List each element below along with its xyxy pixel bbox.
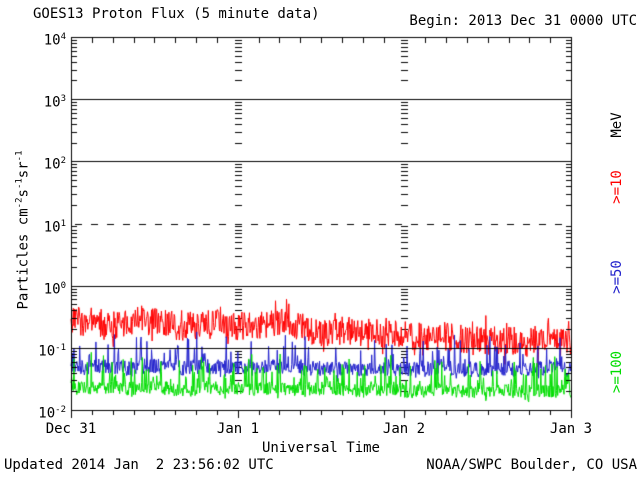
source-attribution-label: NOAA/SWPC Boulder, CO USA xyxy=(426,457,637,473)
y-tick-1e2: 102 xyxy=(16,152,66,174)
legend-gte50-label: >=50 xyxy=(609,260,625,294)
legend-gte100-label: >=100 xyxy=(609,350,625,394)
x-tick-dec31: Dec 31 xyxy=(45,421,97,437)
y-axis-title: Particles cm-2s-1sr-1 xyxy=(15,151,32,310)
y-tick-1e4: 104 xyxy=(16,28,66,50)
y-tick-base: 10 xyxy=(38,405,56,422)
begin-timestamp-label: Begin: 2013 Dec 31 0000 UTC xyxy=(409,13,637,29)
x-tick-jan1: Jan 1 xyxy=(216,421,260,437)
y-axis-title-sup: -1 xyxy=(14,178,25,190)
y-tick-1e0: 100 xyxy=(16,277,66,299)
y-tick-1e-2: 10-2 xyxy=(16,401,66,423)
y-tick-exp: -1 xyxy=(55,343,66,353)
y-tick-base: 10 xyxy=(43,219,61,236)
chart-title: GOES13 Proton Flux (5 minute data) xyxy=(33,6,320,22)
y-tick-exp: 3 xyxy=(60,94,66,104)
y-tick-base: 10 xyxy=(43,32,61,49)
y-tick-1e-1: 10-1 xyxy=(16,339,66,361)
y-axis-title-text: Particles cm xyxy=(15,208,32,310)
y-axis-title-text: sr xyxy=(15,161,32,179)
y-tick-base: 10 xyxy=(43,156,61,173)
y-axis-title-text: s xyxy=(15,189,32,198)
y-tick-exp: 4 xyxy=(60,32,66,42)
x-tick-jan2: Jan 2 xyxy=(382,421,426,437)
y-tick-base: 10 xyxy=(43,94,61,111)
legend-gte10-label: >=10 xyxy=(609,170,625,204)
y-tick-base: 10 xyxy=(38,343,56,360)
right-axis-unit-label: MeV xyxy=(609,112,625,138)
y-tick-1e3: 103 xyxy=(16,90,66,112)
y-tick-base: 10 xyxy=(43,281,61,298)
y-axis-title-sup: -1 xyxy=(14,150,25,162)
y-tick-exp: 2 xyxy=(60,156,66,166)
x-axis-title: Universal Time xyxy=(261,440,380,456)
y-axis-title-sup: -2 xyxy=(14,197,25,209)
updated-timestamp-label: Updated 2014 Jan 2 23:56:02 UTC xyxy=(4,457,274,473)
y-tick-exp: 1 xyxy=(60,219,66,229)
x-tick-jan3: Jan 3 xyxy=(549,421,593,437)
y-tick-1e1: 101 xyxy=(16,215,66,237)
y-tick-exp: 0 xyxy=(60,281,66,291)
y-tick-exp: -2 xyxy=(55,405,66,415)
